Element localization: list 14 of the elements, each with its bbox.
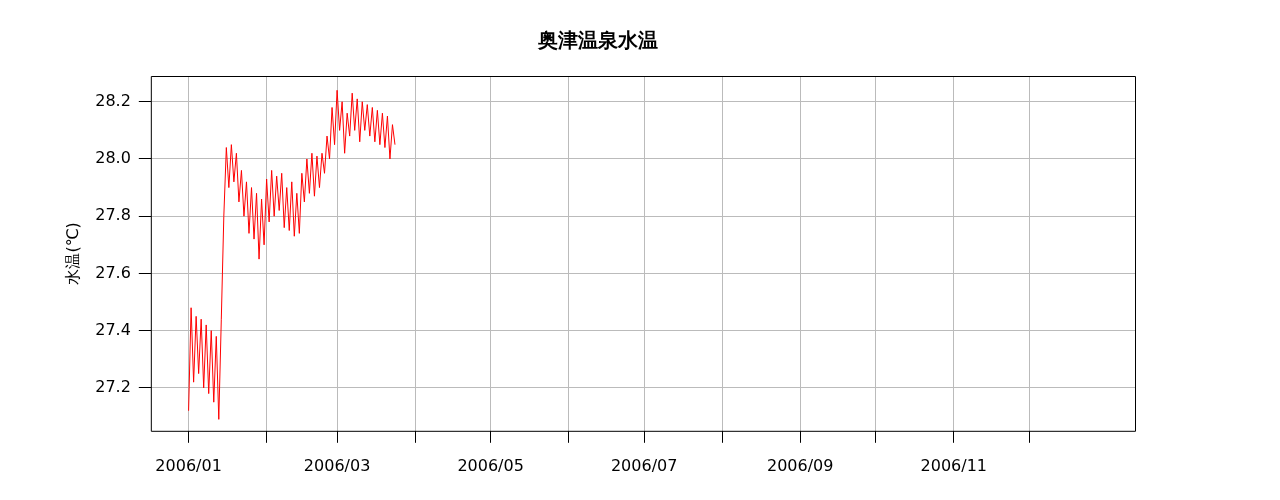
y-axis-title: 水温(℃) (62, 222, 82, 285)
y-tick-label: 27.8 (95, 205, 131, 225)
x-tick-label: 2006/07 (610, 455, 678, 475)
y-tick-label: 27.4 (95, 319, 131, 339)
x-tick-label: 2006/01 (155, 455, 222, 475)
chart-title: 奥津温泉水温 (536, 28, 658, 53)
y-tick-label: 27.2 (95, 377, 131, 397)
y-tick-label: 28.2 (95, 90, 131, 110)
x-tick-label: 2006/03 (303, 455, 371, 475)
y-tick-label: 27.6 (95, 262, 131, 282)
x-tick-label: 2006/09 (767, 455, 834, 475)
y-tick-label: 28.0 (95, 148, 131, 168)
x-tick-label: 2006/05 (457, 455, 524, 475)
x-tick-label: 2006/11 (920, 455, 988, 475)
